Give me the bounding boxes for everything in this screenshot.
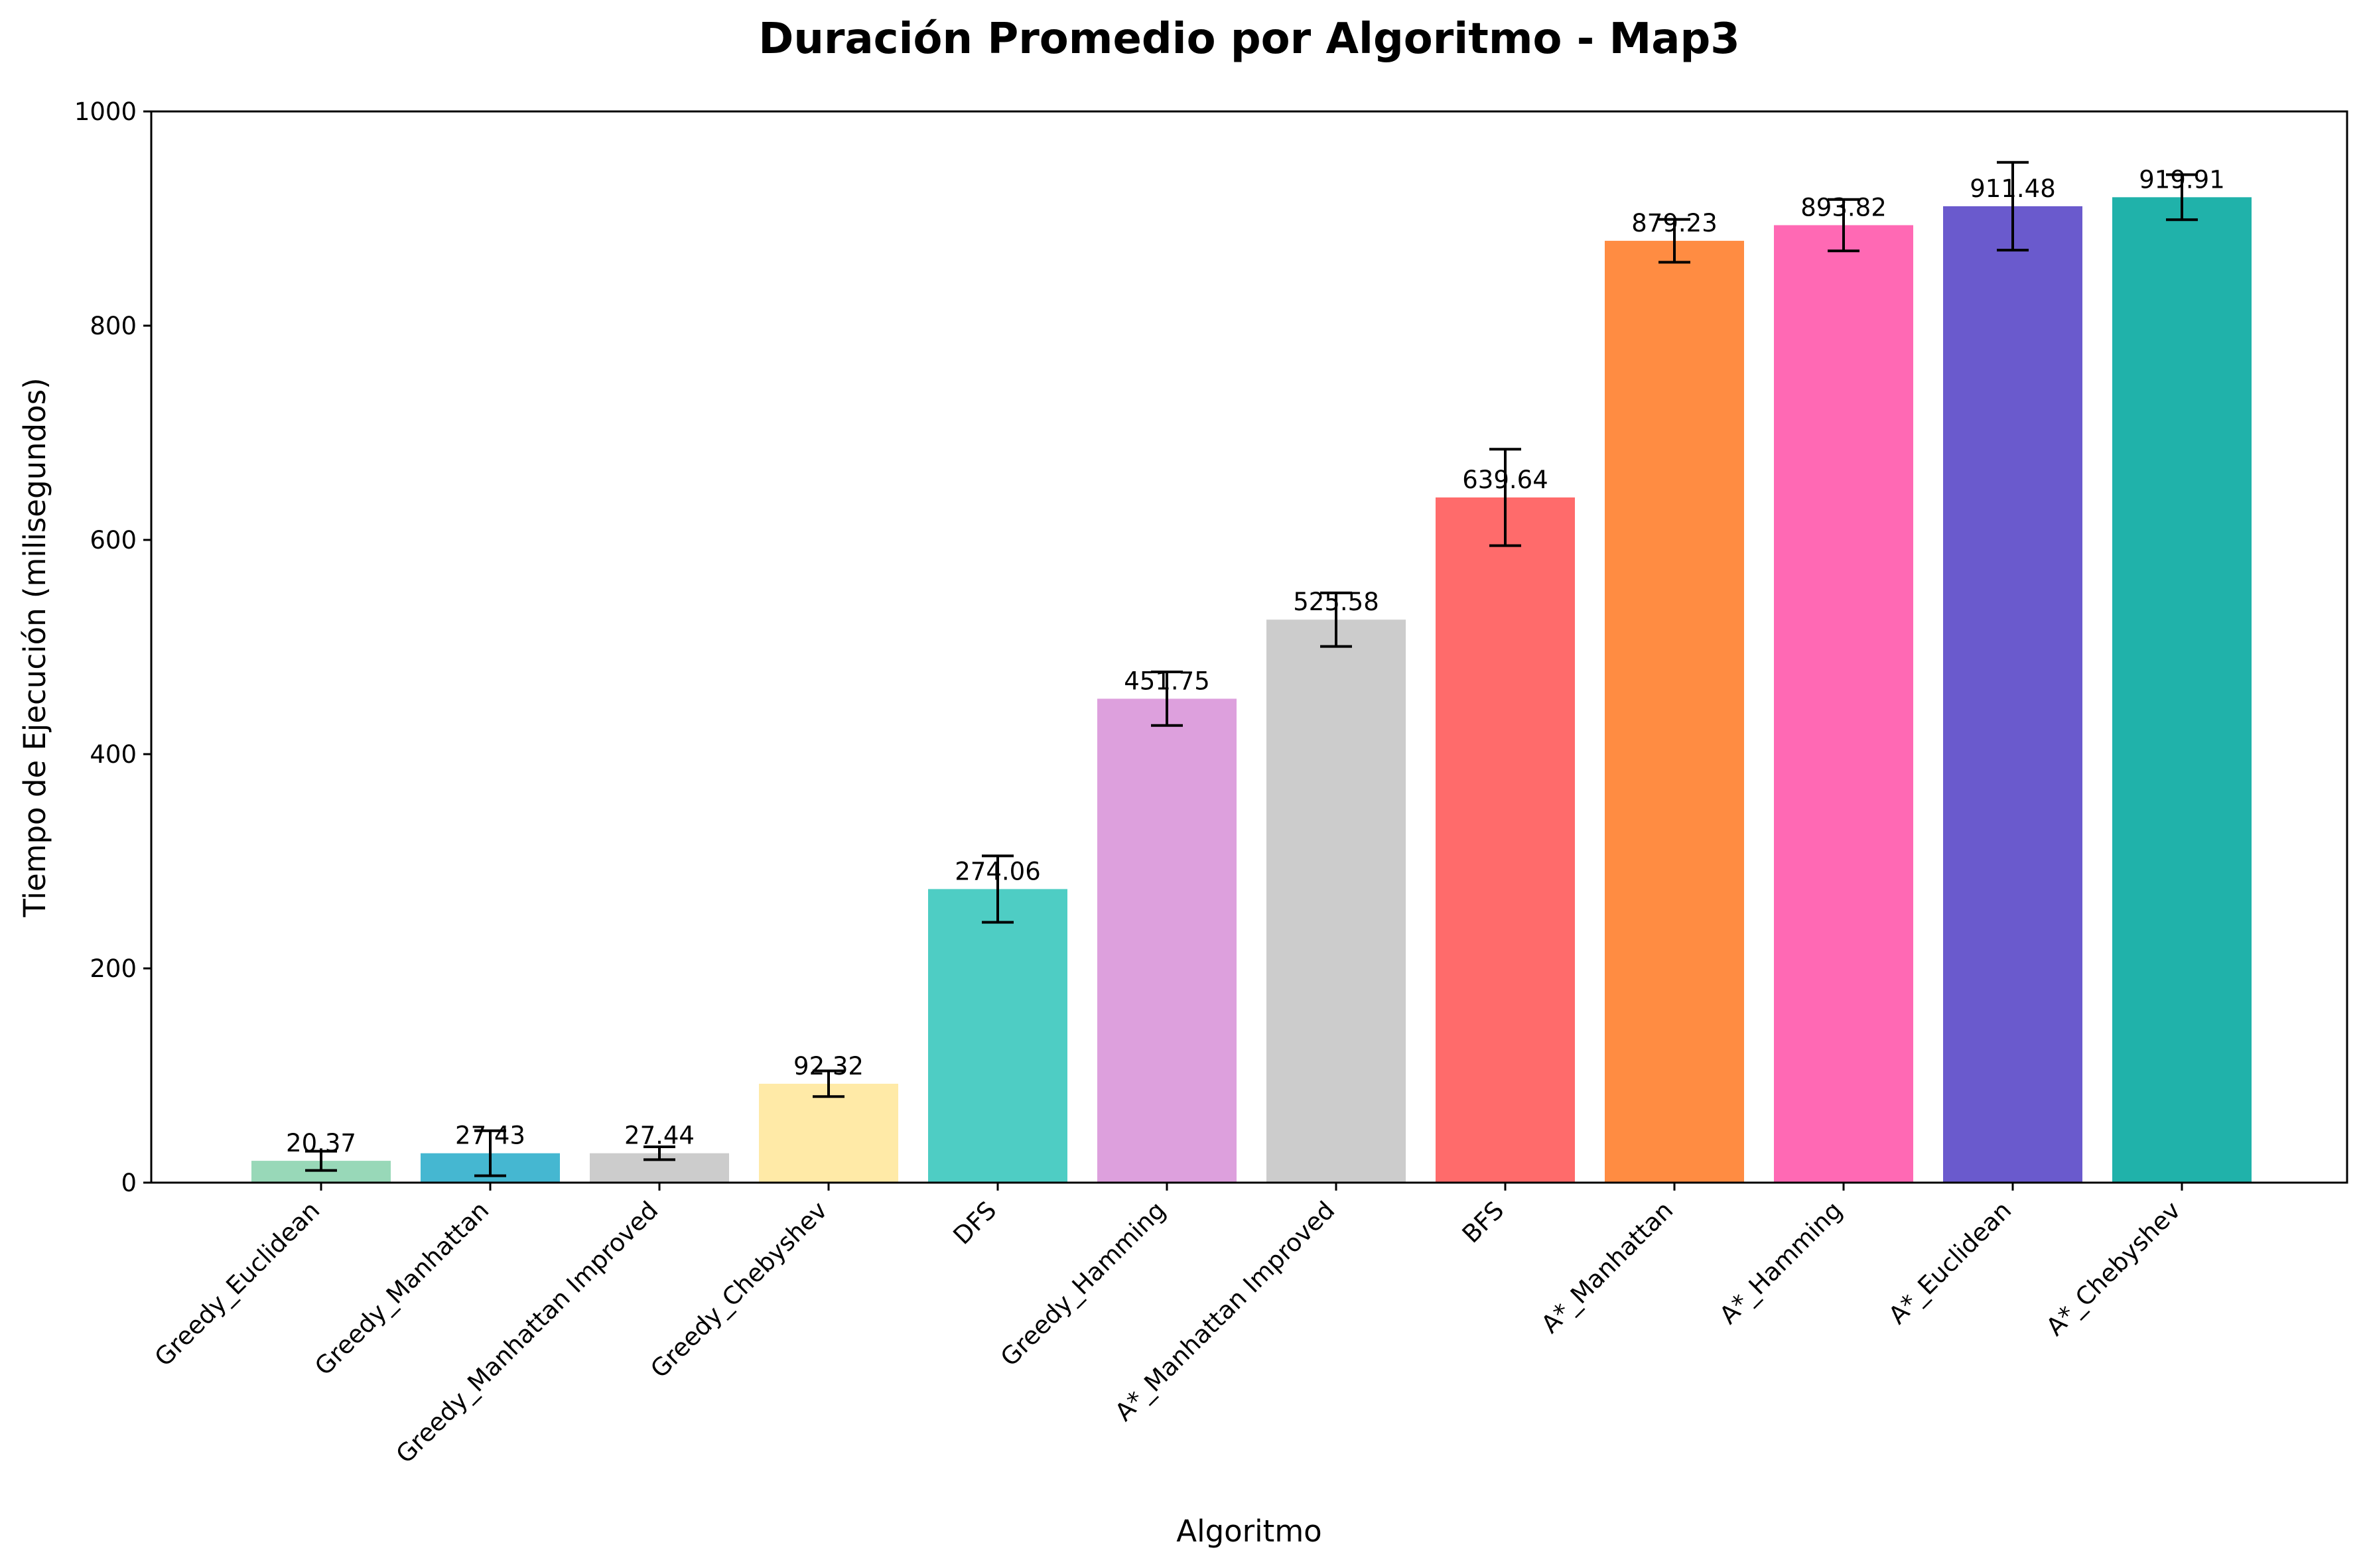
data-label: 919.91 bbox=[2139, 165, 2224, 194]
data-label: 92.32 bbox=[793, 1052, 864, 1080]
data-label: 525.58 bbox=[1293, 588, 1379, 616]
x-tick-label: BFS bbox=[1457, 1196, 1510, 1249]
plot-area: 0 200 400 600 800 1000 20.37 Greedy_Euclidean 27… bbox=[74, 98, 2252, 1469]
data-label: 879.23 bbox=[1631, 209, 1717, 237]
x-tick-label: A*_Hamming bbox=[1714, 1196, 1848, 1330]
y-tick-label: 400 bbox=[90, 740, 137, 769]
x-tick-label: Greedy_Chebyshev bbox=[645, 1196, 833, 1384]
x-tick-label: A*_Chebyshev bbox=[2041, 1196, 2186, 1341]
bar bbox=[1097, 698, 1237, 1183]
bar bbox=[759, 1083, 898, 1183]
data-label: 27.43 bbox=[455, 1122, 525, 1150]
y-tick-label: 800 bbox=[90, 312, 137, 340]
x-tick-label: Greedy_Hamming bbox=[995, 1196, 1171, 1372]
bar bbox=[928, 889, 1067, 1183]
y-tick-label: 1000 bbox=[74, 98, 137, 126]
data-label: 893.82 bbox=[1800, 193, 1886, 222]
data-label: 911.48 bbox=[1970, 174, 2055, 203]
bar bbox=[1774, 225, 1913, 1183]
data-label: 20.37 bbox=[286, 1129, 356, 1157]
data-label: 451.75 bbox=[1124, 667, 1209, 695]
y-axis-label: Tiempo de Ejecución (milisegundos) bbox=[17, 377, 52, 917]
y-tick-label: 600 bbox=[90, 526, 137, 555]
bar bbox=[1266, 620, 1406, 1183]
x-axis-label: Algoritmo bbox=[1176, 1514, 1321, 1549]
bar bbox=[1943, 206, 2082, 1183]
x-tick-label: A*_Manhattan bbox=[1536, 1196, 1678, 1339]
x-tick-label: DFS bbox=[948, 1196, 1002, 1250]
bar bbox=[2112, 197, 2252, 1183]
x-tick-label: Greedy_Manhattan bbox=[309, 1196, 494, 1381]
bar bbox=[1436, 497, 1575, 1183]
bar bbox=[1605, 241, 1744, 1183]
chart-title: Duración Promedio por Algoritmo - Map3 bbox=[758, 15, 1740, 64]
x-tick-label: A*_Euclidean bbox=[1883, 1196, 2017, 1330]
x-tick-label: Greedy_Euclidean bbox=[149, 1196, 326, 1372]
data-label: 639.64 bbox=[1462, 466, 1548, 494]
y-tick-label: 200 bbox=[90, 954, 137, 983]
plot-frame bbox=[150, 110, 2348, 1184]
x-tick-label: Greedy_Manhattan Improved bbox=[391, 1196, 664, 1469]
data-label: 27.44 bbox=[624, 1122, 695, 1150]
y-tick-label: 0 bbox=[121, 1169, 137, 1197]
data-label: 274.06 bbox=[955, 857, 1040, 885]
